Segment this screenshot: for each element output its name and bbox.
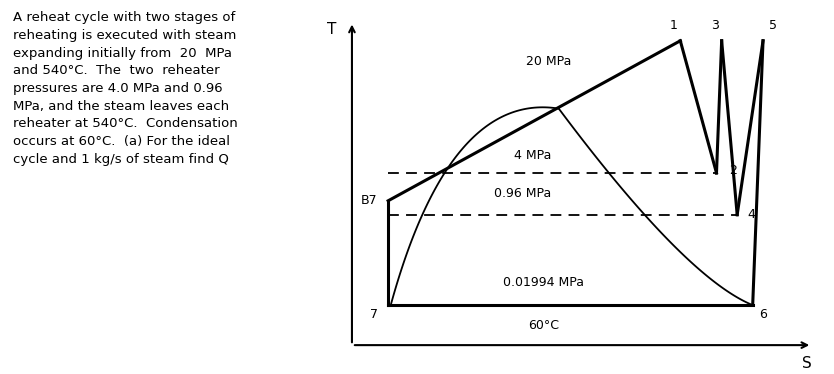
Text: A reheat cycle with two stages of
reheating is executed with steam
expanding ini: A reheat cycle with two stages of reheat… xyxy=(13,11,238,166)
Text: 5: 5 xyxy=(770,19,777,32)
Text: 7: 7 xyxy=(369,308,378,321)
Text: 1: 1 xyxy=(670,19,678,32)
Text: 3: 3 xyxy=(711,19,719,32)
Text: 0.96 MPa: 0.96 MPa xyxy=(494,187,551,200)
Text: 4 MPa: 4 MPa xyxy=(515,149,551,162)
Text: 6: 6 xyxy=(759,308,767,321)
Text: 0.01994 MPa: 0.01994 MPa xyxy=(503,276,584,289)
Text: 60°C: 60°C xyxy=(528,319,559,332)
Text: 20 MPa: 20 MPa xyxy=(525,55,571,68)
Text: 2: 2 xyxy=(730,164,737,177)
Text: B7: B7 xyxy=(361,194,378,207)
Text: 4: 4 xyxy=(747,208,756,221)
Text: T: T xyxy=(327,22,336,37)
Text: S: S xyxy=(802,356,812,371)
